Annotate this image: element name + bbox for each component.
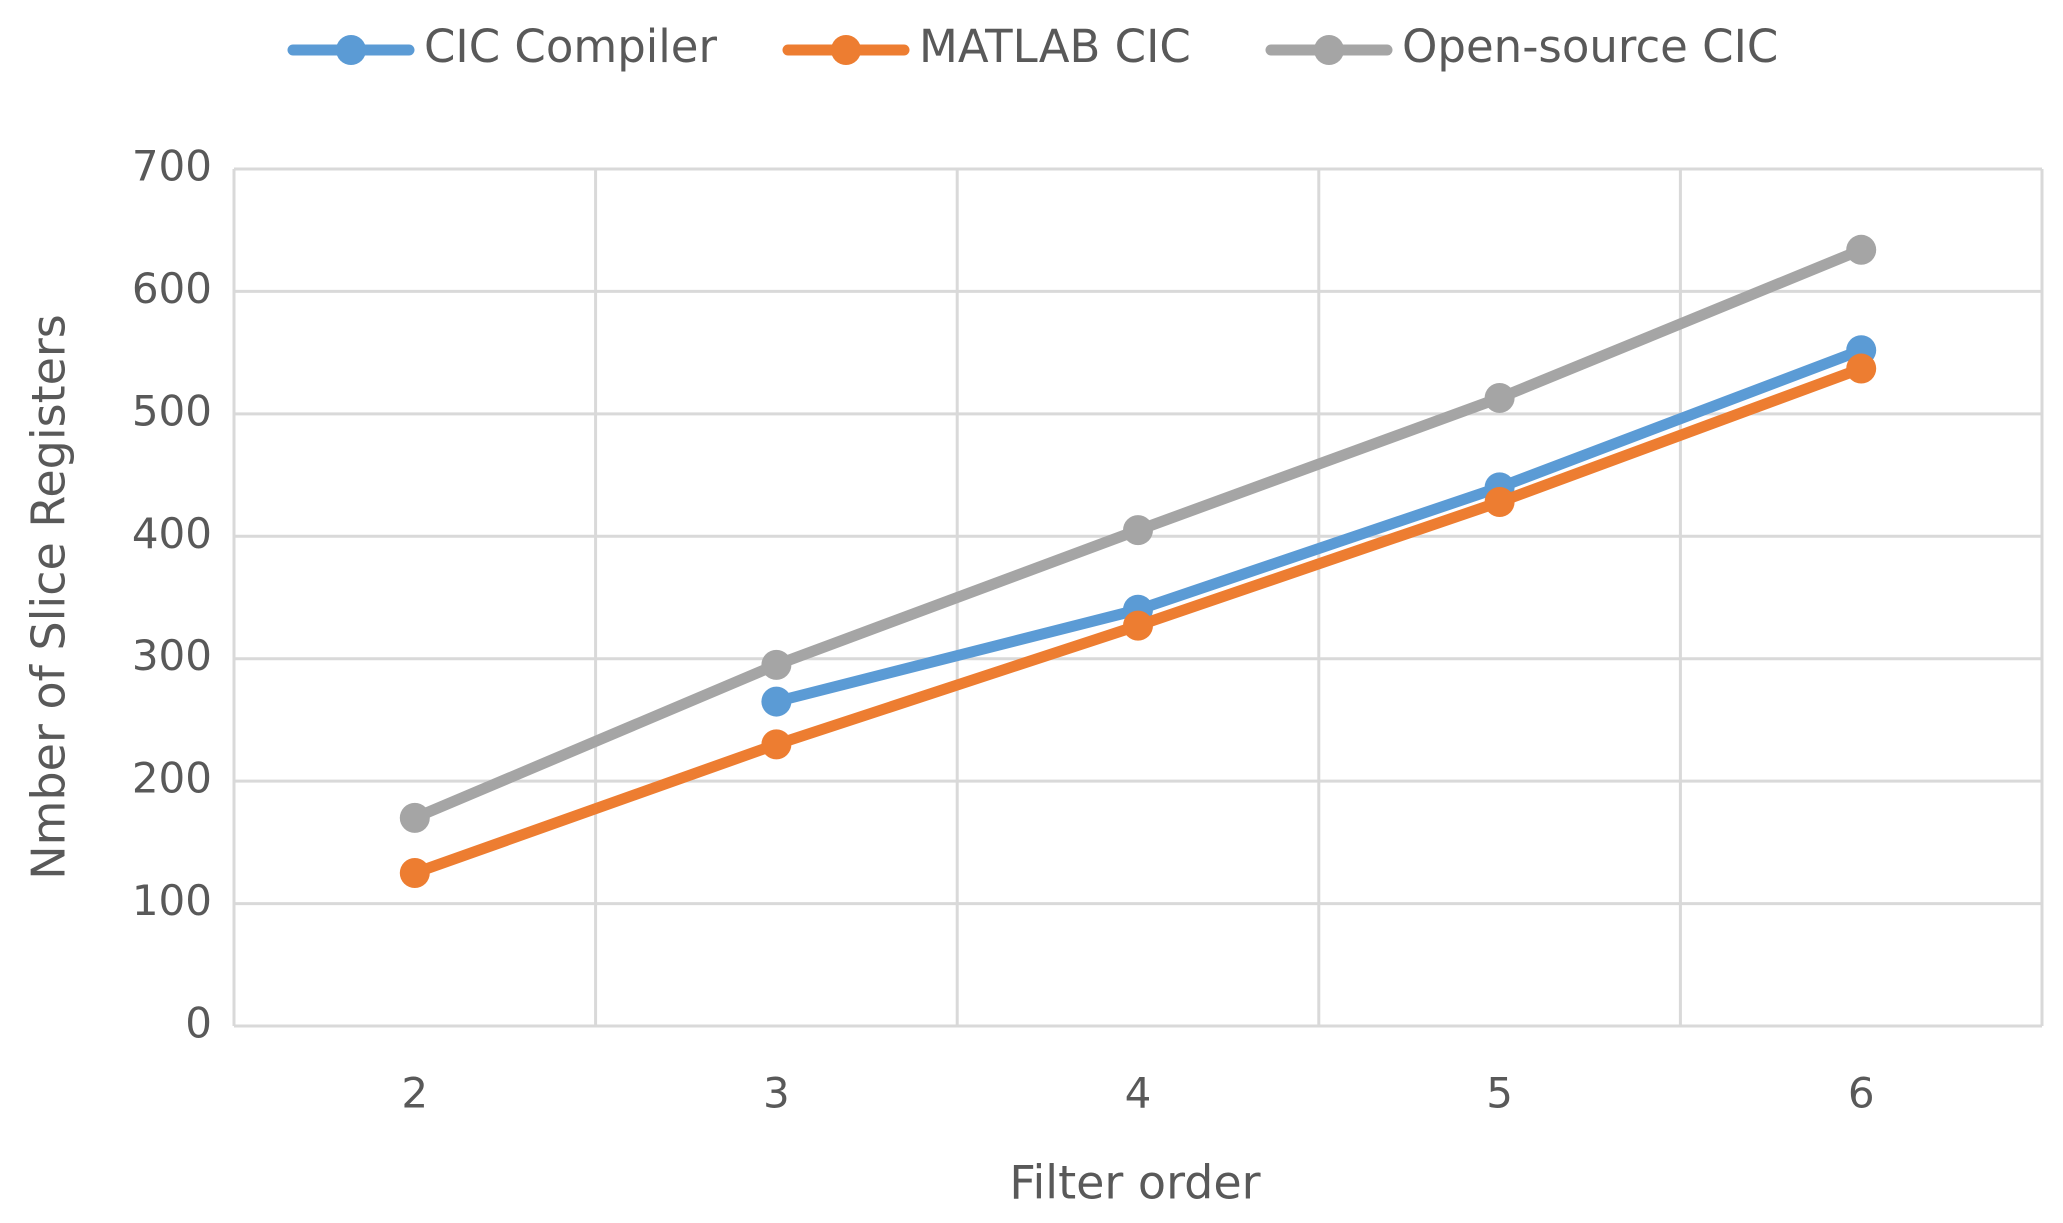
y-tick-label: 700 — [132, 142, 212, 191]
data-point — [399, 857, 430, 888]
data-point — [1484, 487, 1515, 518]
y-tick-label: 300 — [132, 631, 212, 680]
x-tick-label: 6 — [1848, 1069, 1875, 1118]
series-line — [775, 345, 1864, 707]
legend-swatch-marker — [1314, 35, 1344, 65]
y-tick-label: 400 — [132, 509, 212, 558]
data-point — [1846, 234, 1877, 265]
x-tick-label: 2 — [401, 1069, 428, 1118]
data-point — [761, 686, 792, 717]
data-point — [1846, 353, 1877, 384]
y-tick-label: 0 — [185, 999, 212, 1048]
data-point — [1484, 382, 1515, 413]
x-tick-label: 3 — [763, 1069, 790, 1118]
data-point — [399, 802, 430, 833]
y-tick-label: 200 — [132, 754, 212, 803]
data-point — [761, 729, 792, 760]
legend-label: MATLAB CIC — [919, 20, 1191, 73]
y-tick-label: 600 — [132, 264, 212, 313]
data-point — [1123, 515, 1153, 546]
y-axis-title: Nmber of Slice Registers — [22, 314, 76, 880]
data-point — [1123, 610, 1153, 641]
y-tick-label: 500 — [132, 386, 212, 435]
legend-label: CIC Compiler — [424, 20, 717, 73]
data-point — [761, 649, 792, 680]
x-tick-label: 4 — [1125, 1069, 1152, 1118]
x-tick-label: 5 — [1486, 1069, 1513, 1118]
legend-swatch-marker — [336, 35, 366, 65]
x-axis-title: Filter order — [1009, 1156, 1260, 1210]
y-tick-label: 100 — [132, 876, 212, 925]
legend-swatch-marker — [831, 35, 861, 65]
legend-label: Open-source CIC — [1402, 20, 1778, 73]
